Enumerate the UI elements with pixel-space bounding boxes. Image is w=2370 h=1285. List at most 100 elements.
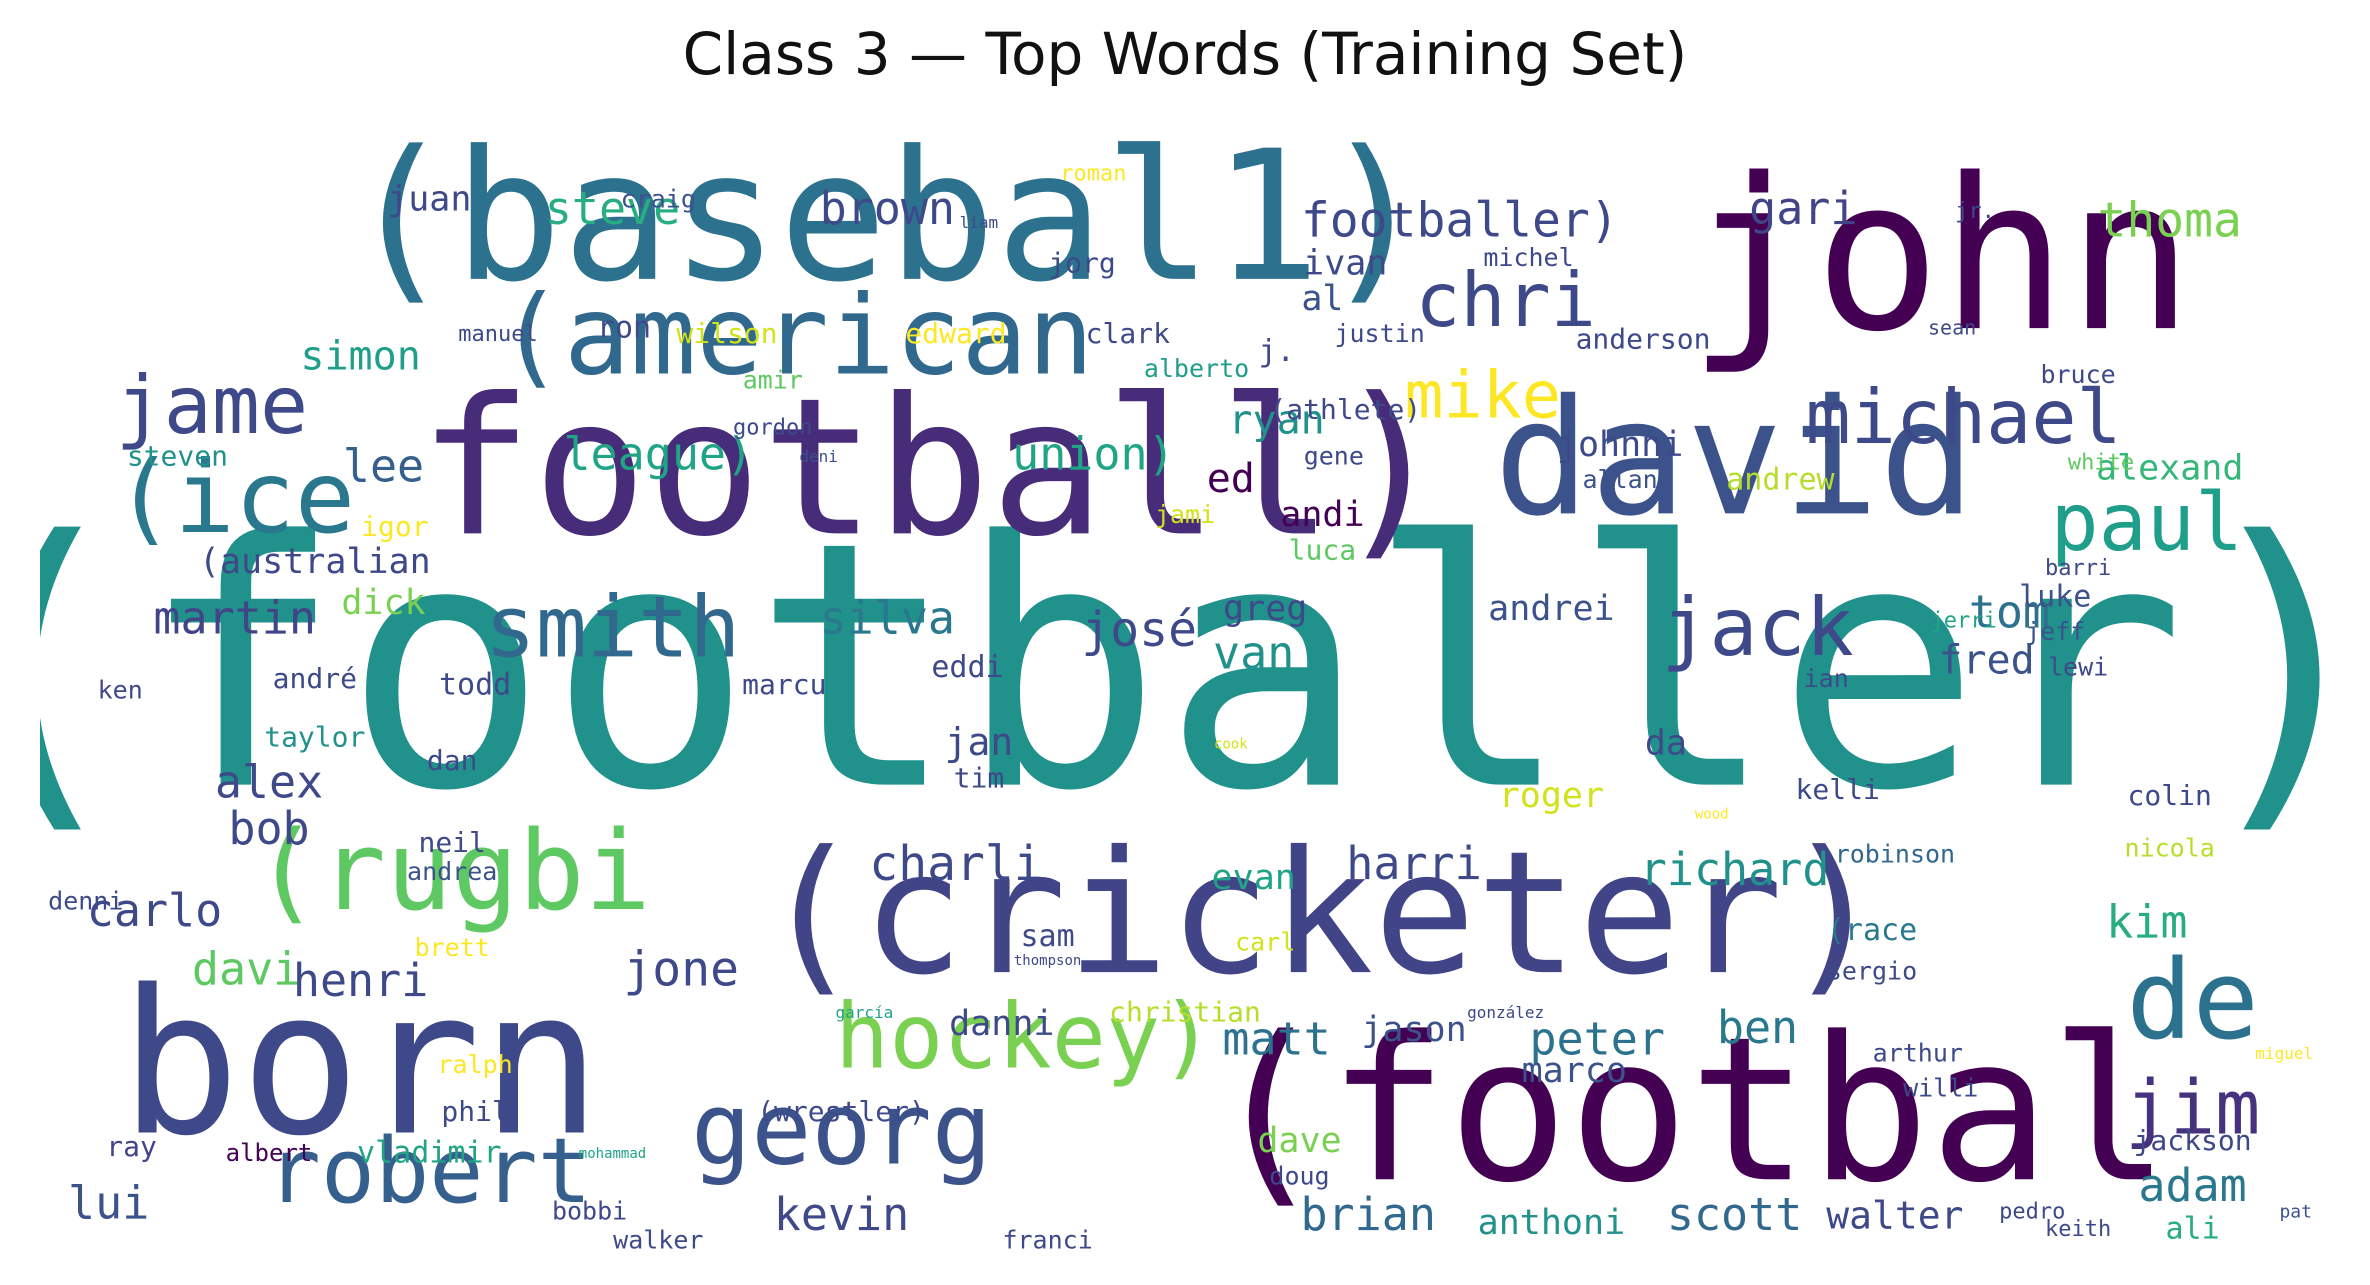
word-101: white (2068, 451, 2134, 476)
word-39: alexand (2096, 448, 2244, 488)
word-40: martin (153, 592, 316, 645)
word-131: dick (341, 583, 425, 623)
word-70: lui (68, 1177, 149, 1230)
word-123: andi (1280, 495, 1364, 535)
word-148: (wrestler) (757, 1095, 926, 1128)
word-121: j. (1259, 334, 1295, 369)
word-69: ali (2166, 1211, 2220, 1246)
word-66: scott (1667, 1188, 1802, 1241)
word-138: dan (427, 744, 478, 777)
word-139: neil (418, 826, 485, 859)
word-118: (athlete) (1269, 393, 1421, 426)
word-136: todd (439, 667, 511, 702)
word-10: (ice (114, 439, 355, 556)
word-52: charli (869, 836, 1042, 892)
word-26: gari (1749, 182, 1857, 235)
word-85: arthur (1873, 1038, 1963, 1067)
word-99: pat (2279, 1201, 2312, 1222)
word-24: brown (820, 182, 955, 235)
word-44: tom (1969, 586, 2050, 639)
word-112: wilson (676, 317, 777, 350)
word-72: albert (226, 1139, 313, 1167)
word-134: ken (98, 676, 143, 705)
word-16: jack (1661, 581, 1854, 674)
word-153: liam (960, 213, 999, 232)
word-29: craig (621, 184, 696, 213)
word-3: football) (418, 357, 1448, 578)
word-144: phil (441, 1095, 508, 1128)
word-117: deni (799, 447, 838, 466)
word-84: sergio (1827, 957, 1917, 986)
word-32: league) (563, 428, 753, 481)
word-15: jame (115, 359, 308, 452)
word-135: andré (273, 662, 357, 695)
word-46: fred (1938, 637, 2034, 683)
word-143: ralph (437, 1050, 512, 1079)
word-62: marco (1522, 1051, 1627, 1091)
word-56: kim (2106, 896, 2187, 949)
word-103: bruce (2040, 360, 2115, 389)
word-cloud-svg: (footballer) (basebal1) john football) david… (40, 113, 2330, 1255)
word-14: smith (485, 579, 741, 678)
word-113: ron (597, 311, 651, 346)
word-154: jorg (1048, 247, 1115, 280)
word-37: johnni (1557, 425, 1683, 465)
word-98: keith (2045, 1217, 2111, 1242)
word-91: barri (2045, 556, 2111, 581)
word-18: mike (1404, 358, 1561, 433)
word-106: michel (1483, 243, 1573, 272)
word-45: andrei (1488, 589, 1614, 629)
word-54: richard (1640, 843, 1830, 896)
word-65: anthoni (1478, 1203, 1626, 1243)
word-1: (basebal1) (345, 113, 1429, 322)
word-12: georg (691, 1071, 992, 1188)
word-9: (rugbi (254, 807, 651, 935)
word-47: alex (215, 755, 323, 808)
word-58: peter (1529, 1013, 1664, 1066)
word-140: andrea (407, 857, 497, 886)
word-126: greg (1223, 589, 1307, 629)
word-151: garcía (836, 1003, 894, 1022)
word-64: brian (1300, 1188, 1435, 1241)
word-83: robinson (1835, 840, 1955, 869)
word-105: justin (1334, 319, 1424, 348)
word-108: jr. (1955, 199, 1995, 224)
word-20: paul (2050, 476, 2243, 569)
word-7: (footbal (1207, 994, 2170, 1227)
word-109: clark (1086, 317, 1170, 350)
word-155: roman (1060, 162, 1126, 187)
word-63: kevin (774, 1188, 909, 1241)
word-55: jone (623, 942, 739, 998)
word-4: david (1494, 364, 1976, 551)
word-119: gene (1304, 442, 1364, 471)
word-129: marcu (742, 668, 826, 701)
word-96: jackson (2134, 1124, 2252, 1157)
word-93: ian (1804, 664, 1849, 693)
word-124: luca (1289, 533, 1356, 566)
word-19: chri (1415, 256, 1596, 344)
word-115: amir (743, 366, 803, 395)
word-2: john (1688, 133, 2194, 378)
word-114: manuel (458, 322, 537, 347)
word-67: walter (1826, 1194, 1963, 1238)
word-107: sean (1928, 316, 1976, 340)
word-102: allan (1582, 465, 1657, 494)
word-61: jason (1361, 1010, 1466, 1050)
word-145: bobbi (552, 1196, 627, 1225)
word-95: nicola (2125, 834, 2215, 863)
word-36: steven (127, 440, 228, 473)
word-38: andrew (1726, 463, 1835, 498)
word-34: ryan (1228, 398, 1324, 444)
word-127: jan (945, 720, 1014, 764)
word-89: jeff (2025, 617, 2085, 646)
word-110: alberto (1144, 354, 1249, 383)
word-30: ivan (1303, 244, 1387, 284)
word-152: gonzález (1467, 1003, 1544, 1022)
word-51: henri (293, 954, 428, 1007)
word-57: matt (1222, 1013, 1330, 1066)
word-0: (footballer) (40, 470, 2330, 866)
word-82: kelli (1796, 773, 1880, 806)
word-76: sam (1021, 919, 1075, 954)
word-35: lee (343, 439, 424, 492)
word-8: (american (498, 271, 1094, 399)
